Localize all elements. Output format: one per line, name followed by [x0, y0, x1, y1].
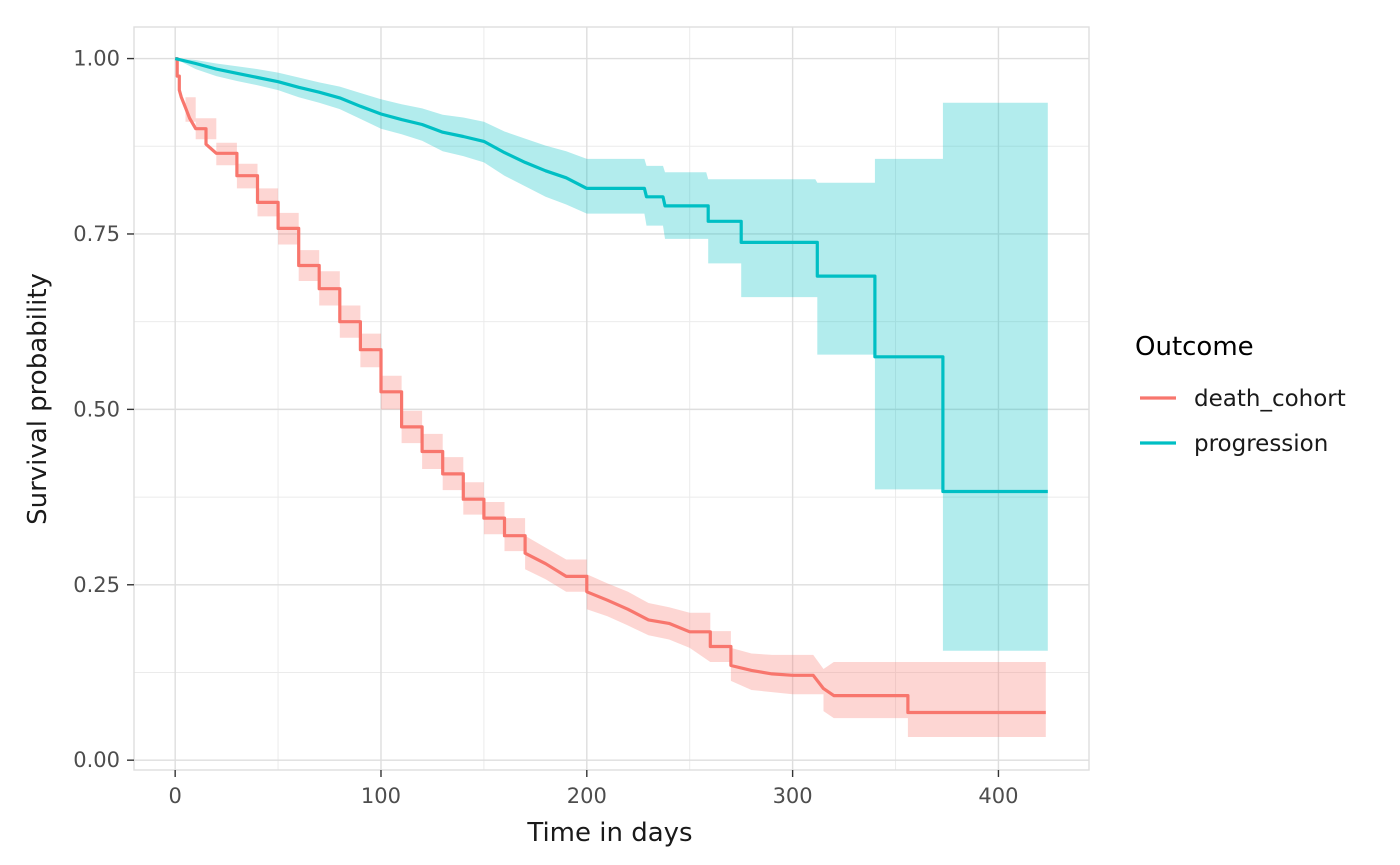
x-axis-ticks: 0 100 200 300 400: [168, 770, 1018, 808]
x-tick-label: 100: [361, 784, 401, 808]
legend-title: Outcome: [1135, 332, 1254, 362]
x-tick-label: 200: [567, 784, 607, 808]
survival-line-death_cohort: [175, 57, 1046, 715]
y-axis-ticks: 0.00 0.25 0.50 0.75 1.00: [73, 47, 134, 772]
legend-label-progression: progression: [1194, 431, 1328, 457]
legend-items: death_cohort progression: [1140, 386, 1346, 457]
y-tick-label: 0.25: [73, 573, 120, 597]
y-tick-label: 0.00: [73, 748, 120, 772]
x-tick-label: 0: [168, 784, 181, 808]
x-axis-title: Time in days: [526, 818, 692, 848]
y-axis-title: Survival probability: [23, 273, 53, 525]
plot-panel: [133, 26, 1090, 771]
survival-line-progression: [174, 57, 1048, 494]
survival-curves: [174, 57, 1048, 715]
panel-border: [133, 26, 1090, 771]
panel-background: [134, 27, 1089, 770]
confidence-band-progression: [175, 58, 1048, 651]
x-tick-label: 400: [978, 784, 1018, 808]
y-tick-label: 0.50: [73, 397, 120, 421]
x-tick-label: 300: [773, 784, 813, 808]
y-tick-label: 0.75: [73, 222, 120, 246]
legend-label-death_cohort: death_cohort: [1194, 386, 1346, 412]
legend: Outcome death_cohort progression: [1135, 332, 1346, 457]
y-tick-label: 1.00: [73, 47, 120, 71]
